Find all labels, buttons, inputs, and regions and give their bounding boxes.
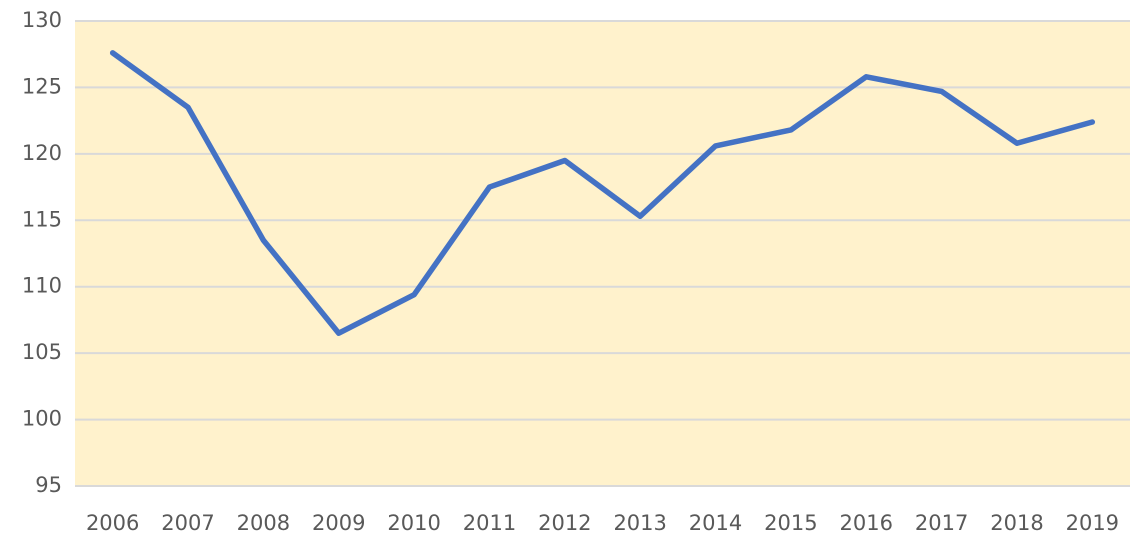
y-tick-label: 95 [35, 473, 62, 497]
x-tick-label: 2007 [161, 511, 214, 535]
plot-area [75, 21, 1130, 486]
x-tick-label: 2011 [463, 511, 516, 535]
x-tick-label: 2017 [915, 511, 968, 535]
y-tick-label: 130 [22, 8, 62, 32]
x-tick-label: 2008 [237, 511, 290, 535]
y-tick-label: 115 [22, 207, 62, 231]
x-tick-label: 2012 [538, 511, 591, 535]
y-tick-label: 120 [22, 141, 62, 165]
y-tick-label: 110 [22, 274, 62, 298]
x-tick-label: 2019 [1066, 511, 1119, 535]
x-tick-label: 2018 [990, 511, 1043, 535]
x-tick-label: 2013 [613, 511, 666, 535]
y-tick-label: 100 [22, 407, 62, 431]
x-tick-label: 2014 [689, 511, 742, 535]
x-tick-label: 2006 [86, 511, 139, 535]
y-tick-label: 105 [22, 340, 62, 364]
data-line [109, 50, 1096, 336]
x-tick-label: 2009 [312, 511, 365, 535]
x-tick-label: 2010 [387, 511, 440, 535]
x-tick-label: 2016 [840, 511, 893, 535]
x-tick-label: 2015 [764, 511, 817, 535]
y-tick-label: 125 [22, 74, 62, 98]
